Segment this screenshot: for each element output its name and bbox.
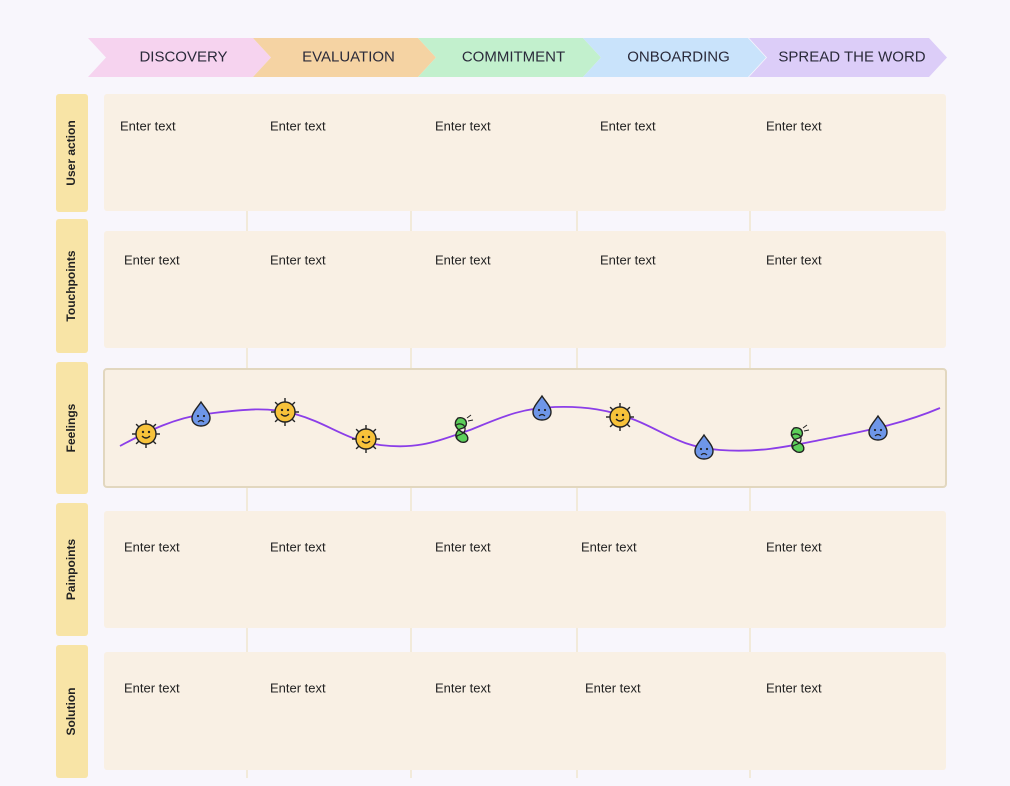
- smile: [141, 435, 151, 439]
- cell-text: Enter text: [270, 252, 326, 267]
- stage-label: ONBOARDING: [627, 48, 730, 65]
- drop-icon: [191, 400, 211, 427]
- eye: [280, 408, 284, 412]
- row-band: [104, 511, 946, 628]
- row-label: User action: [64, 120, 78, 185]
- row-label: Touchpoints: [64, 250, 78, 321]
- eye: [615, 413, 619, 417]
- row-band: [103, 368, 947, 488]
- cell-text: Enter text: [270, 539, 326, 554]
- row-tab: [56, 94, 88, 212]
- cell-text: Enter text: [270, 680, 326, 695]
- eye: [361, 435, 365, 439]
- row-band: [104, 94, 946, 211]
- frown: [538, 413, 546, 417]
- cell-text: Enter text: [435, 118, 491, 133]
- stage-chevron: [88, 38, 271, 77]
- drop-icon: [694, 433, 714, 460]
- cell-text: Enter text: [766, 252, 822, 267]
- sun-icon: [606, 403, 634, 431]
- tangle-icon: [790, 424, 810, 454]
- eye: [879, 428, 883, 432]
- cell-text: Enter text: [766, 118, 822, 133]
- row-label: Feelings: [64, 403, 78, 452]
- stage-label: DISCOVERY: [139, 48, 227, 65]
- frown: [874, 433, 882, 437]
- stage-label: COMMITMENT: [462, 48, 565, 65]
- feelings-curve: [119, 405, 941, 452]
- stage-chevron: [749, 38, 947, 77]
- sun-face: [274, 401, 296, 423]
- sun-face: [609, 406, 631, 428]
- sun-icon: [352, 425, 380, 453]
- row-tab: [56, 362, 88, 494]
- smile: [280, 413, 290, 417]
- eye: [699, 447, 703, 451]
- stage-label: SPREAD THE WORD: [778, 48, 925, 65]
- cell-text: Enter text: [435, 252, 491, 267]
- eye: [196, 414, 200, 418]
- stage-chevron: [253, 38, 436, 77]
- cell-text: Enter text: [766, 539, 822, 554]
- spark: [802, 424, 810, 432]
- drop-shape: [694, 433, 714, 460]
- cell-text: Enter text: [435, 539, 491, 554]
- cell-text: Enter text: [585, 680, 641, 695]
- frown: [197, 419, 205, 423]
- tangle-loop: [454, 423, 466, 439]
- eye: [621, 413, 625, 417]
- cell-text: Enter text: [435, 680, 491, 695]
- stage-label: EVALUATION: [302, 48, 395, 65]
- eye: [367, 435, 371, 439]
- smile: [615, 418, 625, 422]
- row-tab: [56, 645, 88, 778]
- sun-icon: [132, 420, 160, 448]
- tangle-icon: [454, 414, 474, 444]
- row-label: Solution: [64, 688, 78, 736]
- cell-text: Enter text: [270, 118, 326, 133]
- sun-face: [355, 428, 377, 450]
- eye: [202, 414, 206, 418]
- eye: [141, 430, 145, 434]
- row-band: [104, 231, 946, 348]
- cell-text: Enter text: [766, 680, 822, 695]
- eye: [286, 408, 290, 412]
- drop-icon: [868, 414, 888, 441]
- drop-shape: [532, 394, 552, 421]
- sun-icon: [271, 398, 299, 426]
- eye: [873, 428, 877, 432]
- eye: [147, 430, 151, 434]
- cell-text: Enter text: [124, 680, 180, 695]
- row-band: [104, 652, 946, 770]
- frown: [700, 452, 708, 456]
- stage-chevron: [583, 38, 766, 77]
- sun-face: [135, 423, 157, 445]
- cell-text: Enter text: [600, 118, 656, 133]
- row-tab: [56, 503, 88, 636]
- drop-shape: [191, 400, 211, 427]
- spark: [466, 414, 474, 422]
- cell-text: Enter text: [124, 252, 180, 267]
- cell-text: Enter text: [581, 539, 637, 554]
- drop-shape: [868, 414, 888, 441]
- eye: [537, 408, 541, 412]
- smile: [361, 440, 371, 444]
- stage-chevron: [418, 38, 601, 77]
- drop-icon: [532, 394, 552, 421]
- cell-text: Enter text: [120, 118, 176, 133]
- tangle-loop: [790, 433, 802, 449]
- cell-text: Enter text: [124, 539, 180, 554]
- eye: [543, 408, 547, 412]
- eye: [705, 447, 709, 451]
- row-tab: [56, 219, 88, 353]
- cell-text: Enter text: [600, 252, 656, 267]
- row-label: Painpoints: [64, 539, 78, 601]
